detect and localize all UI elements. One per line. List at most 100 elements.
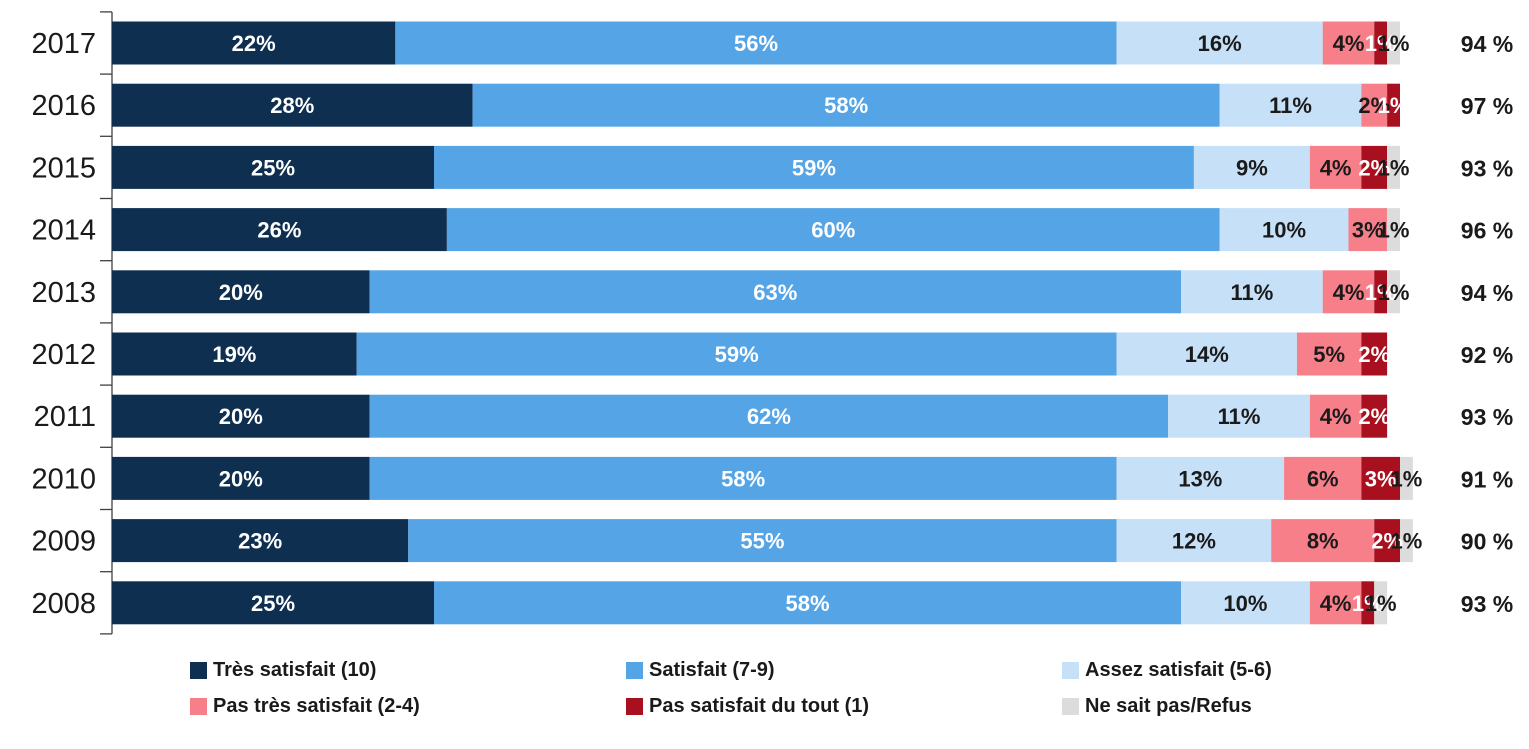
bar-segment: [1219, 208, 1349, 252]
data-label: 1%: [1378, 280, 1410, 305]
bar-segment: [112, 270, 370, 314]
data-label: 58%: [721, 466, 765, 491]
legend-swatch: [626, 661, 643, 679]
bar-segment: [1116, 519, 1272, 563]
bar-segment: [434, 581, 1182, 625]
category-label: 2014: [31, 215, 96, 247]
bar-segment: [1284, 456, 1362, 500]
legend-label: Satisfait (7-9): [649, 658, 775, 681]
bar-segment: [1387, 208, 1400, 252]
bar-segment: [1219, 83, 1362, 127]
data-label: 60%: [811, 218, 855, 243]
total-label: 96 %: [1461, 218, 1513, 244]
bar-segment: [1181, 581, 1310, 625]
data-label: 11%: [1230, 280, 1273, 305]
bar-segment: [1361, 456, 1400, 500]
bar-segment: [1322, 21, 1375, 65]
legend-swatch: [1062, 697, 1079, 715]
data-label: 20%: [219, 466, 263, 491]
total-label: 93 %: [1461, 155, 1513, 181]
data-label: 1%: [1365, 31, 1397, 56]
data-label: 2%: [1358, 342, 1390, 367]
legend-swatch: [1062, 661, 1079, 679]
bar-segment: [1361, 581, 1375, 625]
bar-segment: [112, 83, 473, 127]
data-label: 10%: [1262, 218, 1306, 243]
data-label: 5%: [1313, 342, 1345, 367]
category-label: 2016: [31, 90, 96, 122]
bar-segment: [408, 519, 1117, 563]
data-label: 62%: [747, 404, 791, 429]
data-label: 3%: [1365, 466, 1397, 491]
data-label: 2%: [1371, 529, 1403, 554]
bar-segment: [1322, 270, 1375, 314]
data-label: 13%: [1178, 466, 1222, 491]
data-label: 63%: [753, 280, 797, 305]
bar-segment: [1361, 332, 1388, 376]
category-label: 2010: [31, 463, 96, 495]
bar-segment: [112, 145, 434, 189]
category-label: 2013: [31, 277, 96, 309]
total-label: 93 %: [1461, 404, 1513, 430]
bar-segment: [434, 145, 1194, 189]
data-label: 59%: [792, 155, 836, 180]
data-label: 25%: [251, 591, 295, 616]
bar-segment: [1361, 145, 1388, 189]
bar-segment: [1361, 83, 1388, 127]
data-label: 1%: [1365, 591, 1397, 616]
data-label: 16%: [1198, 31, 1242, 56]
data-label: 55%: [740, 529, 784, 554]
bar-segment: [369, 394, 1169, 438]
category-label: 2012: [31, 339, 96, 371]
data-label: 20%: [219, 404, 263, 429]
total-label: 90 %: [1461, 529, 1513, 555]
bar-segment: [1271, 519, 1375, 563]
bar-segment: [1374, 270, 1388, 314]
bar-segment: [112, 332, 357, 376]
bar-segment: [1193, 145, 1310, 189]
bar-segment: [1387, 270, 1400, 314]
chart-legend: Très satisfait (10) Satisfait (7-9) Assez …: [190, 657, 1490, 719]
bar-segment: [1296, 332, 1362, 376]
bar-segment: [1374, 581, 1388, 625]
bar-segment: [369, 270, 1182, 314]
data-label: 4%: [1320, 404, 1352, 429]
data-label: 1%: [1391, 529, 1423, 554]
bar-segment: [1387, 21, 1400, 65]
bar-segment: [1374, 519, 1400, 563]
legend-item: Pas satisfait du tout (1): [626, 693, 1062, 719]
data-label: 1%: [1352, 591, 1384, 616]
legend-swatch: [626, 697, 643, 715]
legend-item: Pas très satisfait (2-4): [190, 693, 626, 719]
bar-segment: [112, 394, 370, 438]
legend-label: Pas satisfait du tout (1): [649, 694, 870, 717]
data-label: 10%: [1223, 591, 1267, 616]
data-label: 58%: [785, 591, 829, 616]
data-label: 9%: [1236, 155, 1268, 180]
legend-label: Assez satisfait (5-6): [1085, 658, 1272, 681]
data-label: 1%: [1365, 280, 1397, 305]
bar-segment: [1400, 456, 1413, 500]
bar-segment: [1400, 519, 1413, 563]
data-label: 58%: [824, 93, 868, 118]
data-label: 20%: [219, 280, 263, 305]
bar-segment: [446, 208, 1220, 252]
total-label: 93 %: [1461, 591, 1513, 617]
bar-segment: [1361, 394, 1388, 438]
data-label: 1%: [1378, 93, 1410, 118]
category-label: 2009: [31, 526, 96, 558]
bar-segment: [112, 581, 434, 625]
data-label: 56%: [734, 31, 778, 56]
data-label: 19%: [212, 342, 256, 367]
data-label: 14%: [1185, 342, 1229, 367]
bar-segment: [1309, 145, 1362, 189]
bar-segment: [1309, 394, 1362, 438]
data-label: 8%: [1307, 529, 1339, 554]
total-label: 94 %: [1461, 31, 1513, 57]
data-label: 1%: [1378, 218, 1410, 243]
total-label: 94 %: [1461, 280, 1513, 306]
legend-swatch: [190, 661, 207, 679]
category-label: 2011: [34, 401, 96, 433]
data-label: 12%: [1172, 529, 1216, 554]
